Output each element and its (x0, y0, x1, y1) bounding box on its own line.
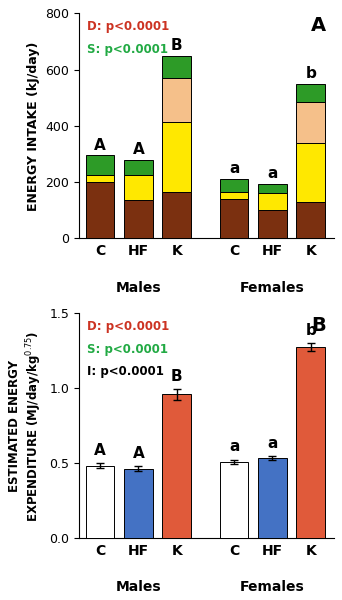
Bar (124, 469, 153, 538)
Bar (220, 462, 248, 538)
Text: B: B (311, 316, 326, 335)
Bar (124, 200, 153, 238)
Bar (162, 56, 191, 78)
Bar (296, 202, 325, 238)
Text: A: A (94, 137, 106, 152)
Bar (162, 394, 191, 538)
Text: D: p<0.0001: D: p<0.0001 (87, 20, 169, 33)
Bar (296, 102, 325, 143)
Text: I: p<0.0001: I: p<0.0001 (87, 365, 163, 378)
Bar (124, 175, 153, 200)
Text: A: A (94, 443, 106, 458)
Text: a: a (267, 166, 278, 181)
Text: Males: Males (116, 281, 161, 295)
Text: a: a (267, 436, 278, 451)
Text: b: b (305, 66, 316, 81)
Text: b: b (305, 323, 316, 338)
Text: A: A (311, 16, 326, 35)
Text: A: A (132, 142, 144, 157)
Bar (258, 210, 287, 238)
Bar (220, 179, 248, 192)
Bar (296, 347, 325, 538)
Bar (162, 78, 191, 122)
Text: a: a (229, 439, 239, 454)
Bar (220, 192, 248, 199)
Bar (258, 193, 287, 210)
Bar (162, 122, 191, 192)
Y-axis label: ESTIMATED ENERGY
EXPENDITURE (MJ/day/kg$^{0.75}$): ESTIMATED ENERGY EXPENDITURE (MJ/day/kg$… (8, 331, 44, 521)
Bar (162, 192, 191, 238)
Bar (86, 466, 115, 538)
Bar (296, 143, 325, 202)
Text: Males: Males (116, 580, 161, 595)
Bar (86, 182, 115, 238)
Text: S: p<0.0001: S: p<0.0001 (87, 43, 168, 56)
Text: Females: Females (240, 281, 305, 295)
Bar (258, 458, 287, 538)
Text: B: B (171, 38, 183, 53)
Bar (86, 175, 115, 182)
Text: A: A (132, 446, 144, 461)
Text: D: p<0.0001: D: p<0.0001 (87, 320, 169, 333)
Y-axis label: ENERGY INTAKE (kJ/day): ENERGY INTAKE (kJ/day) (27, 41, 40, 211)
Bar (124, 160, 153, 175)
Text: B: B (171, 369, 183, 384)
Text: S: p<0.0001: S: p<0.0001 (87, 343, 168, 356)
Bar (220, 199, 248, 238)
Bar (296, 83, 325, 102)
Text: Females: Females (240, 580, 305, 595)
Bar (86, 155, 115, 175)
Bar (258, 184, 287, 193)
Text: a: a (229, 161, 239, 176)
